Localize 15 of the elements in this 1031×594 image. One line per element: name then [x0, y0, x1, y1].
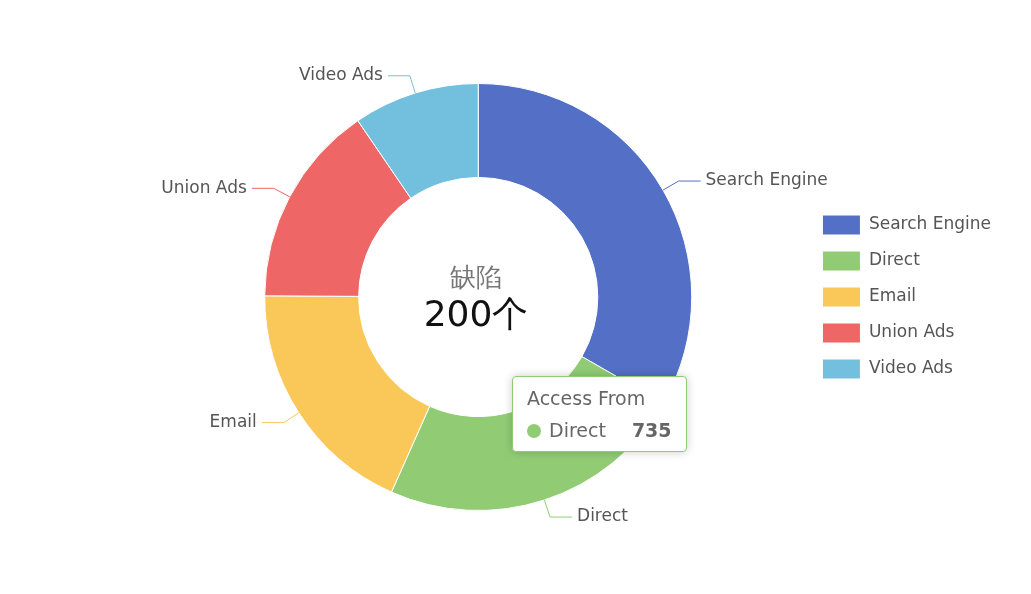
legend-label: Search Engine — [868, 213, 992, 234]
data-label: 735 — [631, 419, 672, 441]
legend-label: Union Ads — [868, 321, 955, 342]
slice-label: Union Ads — [161, 176, 247, 197]
slice-label: Video Ads — [298, 64, 384, 85]
text: 缺陷 — [450, 262, 502, 292]
legend-label: Email — [868, 285, 917, 306]
legend-label: Direct — [549, 419, 606, 441]
category-label: Direct — [868, 249, 920, 270]
text: Access From — [527, 387, 647, 409]
slice-label: Direct — [577, 505, 629, 526]
text: 200个 — [423, 293, 529, 334]
slice-label: Email — [209, 411, 257, 432]
slice-label: Search Engine — [705, 169, 828, 190]
legend-label: Video Ads — [868, 357, 954, 378]
